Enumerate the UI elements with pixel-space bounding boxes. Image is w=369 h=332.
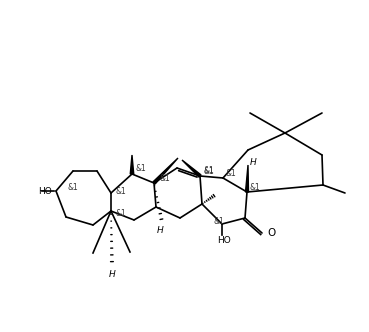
- Text: O: O: [267, 228, 275, 238]
- Polygon shape: [245, 165, 248, 192]
- Text: H: H: [108, 270, 115, 279]
- Text: &1: &1: [214, 216, 225, 225]
- Text: H: H: [250, 157, 257, 167]
- Text: &1: &1: [203, 167, 214, 176]
- Text: &1: &1: [116, 187, 127, 196]
- Text: &1: &1: [203, 165, 214, 175]
- Text: HO: HO: [217, 236, 231, 245]
- Text: &1: &1: [250, 183, 261, 192]
- Text: &1: &1: [68, 183, 79, 192]
- Text: H: H: [156, 226, 163, 235]
- Polygon shape: [130, 155, 134, 174]
- Text: &1: &1: [159, 174, 170, 183]
- Text: &1: &1: [116, 208, 127, 217]
- Text: &1: &1: [135, 163, 146, 173]
- Text: HO: HO: [38, 187, 52, 196]
- Text: &1: &1: [226, 169, 237, 178]
- Polygon shape: [153, 158, 178, 184]
- Polygon shape: [182, 160, 201, 177]
